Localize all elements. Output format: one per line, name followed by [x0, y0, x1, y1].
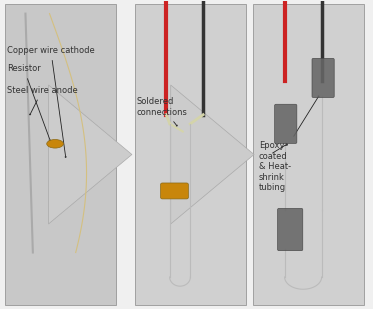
- FancyBboxPatch shape: [5, 4, 116, 305]
- FancyBboxPatch shape: [253, 4, 364, 305]
- Ellipse shape: [47, 139, 63, 148]
- FancyBboxPatch shape: [278, 208, 303, 251]
- Text: Resistor: Resistor: [7, 64, 51, 141]
- Text: Epoxy-
coated
& Heat-
shrink
tubing: Epoxy- coated & Heat- shrink tubing: [259, 96, 319, 192]
- Text: Copper wire cathode: Copper wire cathode: [7, 46, 95, 157]
- FancyBboxPatch shape: [135, 4, 246, 305]
- Text: Steel wire anode: Steel wire anode: [7, 86, 78, 115]
- Text: Soldered
connections: Soldered connections: [137, 97, 187, 126]
- FancyBboxPatch shape: [312, 58, 334, 98]
- FancyBboxPatch shape: [161, 183, 188, 199]
- FancyBboxPatch shape: [275, 104, 297, 143]
